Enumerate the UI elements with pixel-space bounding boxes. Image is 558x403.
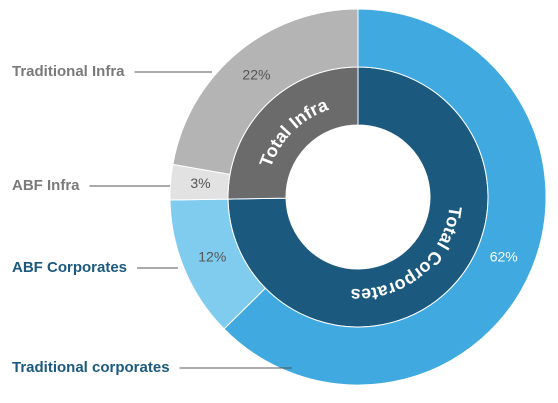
value-label: 62% xyxy=(490,249,518,265)
category-label: ABF Infra xyxy=(12,177,80,194)
category-label: ABF Corporates xyxy=(12,259,127,276)
donut-segment xyxy=(172,8,359,176)
donut xyxy=(169,8,547,386)
value-label: 22% xyxy=(242,67,270,83)
category-label: Traditional corporates xyxy=(12,359,170,376)
category-label: Traditional Infra xyxy=(12,63,125,80)
value-label: 12% xyxy=(198,249,226,265)
value-label: 3% xyxy=(190,175,210,191)
donut-segment xyxy=(223,8,547,386)
